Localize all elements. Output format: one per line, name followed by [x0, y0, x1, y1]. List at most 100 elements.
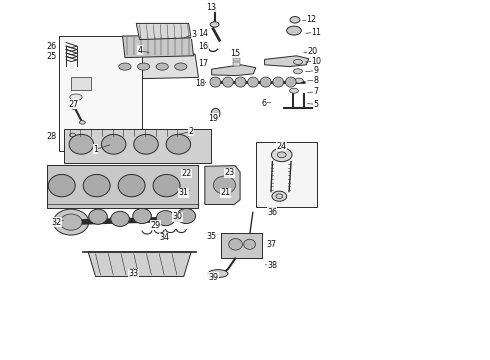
- Text: 24: 24: [277, 142, 287, 151]
- Ellipse shape: [53, 209, 89, 235]
- Text: 31: 31: [179, 188, 189, 197]
- Text: 18: 18: [195, 79, 205, 88]
- Text: 28: 28: [47, 132, 56, 141]
- Ellipse shape: [70, 94, 82, 100]
- Ellipse shape: [290, 17, 300, 23]
- Ellipse shape: [260, 77, 271, 87]
- Bar: [233, 58, 240, 61]
- Text: 15: 15: [230, 49, 240, 58]
- Ellipse shape: [271, 148, 292, 162]
- Text: 14: 14: [198, 29, 208, 38]
- Ellipse shape: [222, 77, 233, 87]
- Text: 29: 29: [151, 220, 161, 230]
- Ellipse shape: [138, 63, 150, 70]
- Bar: [233, 53, 240, 57]
- Ellipse shape: [79, 121, 85, 124]
- Ellipse shape: [111, 211, 129, 226]
- Ellipse shape: [118, 175, 145, 197]
- Ellipse shape: [229, 239, 243, 250]
- Text: 1: 1: [93, 145, 98, 154]
- Text: 30: 30: [172, 212, 182, 221]
- Text: 23: 23: [224, 168, 234, 177]
- Bar: [47, 165, 198, 208]
- Ellipse shape: [133, 208, 151, 224]
- Text: 37: 37: [267, 240, 277, 249]
- Ellipse shape: [285, 77, 296, 87]
- Ellipse shape: [70, 133, 75, 137]
- Ellipse shape: [287, 26, 301, 35]
- Text: 10: 10: [311, 57, 321, 66]
- Ellipse shape: [101, 134, 126, 154]
- Ellipse shape: [134, 134, 158, 154]
- Ellipse shape: [153, 175, 180, 197]
- Text: 22: 22: [181, 169, 191, 178]
- Text: 35: 35: [207, 233, 217, 242]
- Ellipse shape: [69, 134, 94, 154]
- Ellipse shape: [211, 108, 220, 118]
- Text: 7: 7: [314, 87, 318, 96]
- Ellipse shape: [208, 270, 228, 278]
- Text: 17: 17: [198, 59, 208, 68]
- Text: 38: 38: [267, 261, 277, 270]
- Text: 6: 6: [261, 99, 266, 108]
- Text: 13: 13: [206, 3, 216, 12]
- Ellipse shape: [276, 194, 283, 199]
- Ellipse shape: [277, 152, 286, 158]
- Polygon shape: [113, 54, 198, 79]
- Ellipse shape: [119, 63, 131, 70]
- Text: 32: 32: [51, 217, 61, 227]
- Polygon shape: [122, 35, 194, 58]
- Ellipse shape: [294, 69, 302, 74]
- Text: 4: 4: [137, 46, 142, 55]
- Bar: [233, 62, 240, 66]
- Polygon shape: [205, 166, 240, 204]
- Ellipse shape: [177, 208, 196, 224]
- Text: 27: 27: [69, 100, 78, 109]
- Text: 33: 33: [128, 269, 138, 278]
- Ellipse shape: [294, 78, 303, 83]
- Ellipse shape: [71, 105, 78, 109]
- Ellipse shape: [156, 63, 169, 70]
- Ellipse shape: [60, 214, 82, 230]
- Ellipse shape: [83, 175, 110, 197]
- Text: 3: 3: [191, 30, 196, 39]
- Polygon shape: [265, 56, 309, 67]
- Polygon shape: [136, 23, 191, 40]
- Ellipse shape: [166, 134, 191, 154]
- Text: 20: 20: [308, 47, 318, 56]
- Text: 25: 25: [47, 53, 56, 62]
- Text: 19: 19: [208, 114, 218, 123]
- Ellipse shape: [214, 176, 236, 194]
- Text: 8: 8: [314, 76, 318, 85]
- Ellipse shape: [247, 77, 258, 87]
- Ellipse shape: [175, 63, 187, 70]
- Ellipse shape: [244, 239, 255, 249]
- Bar: [221, 233, 262, 258]
- Text: 34: 34: [159, 233, 169, 242]
- Bar: [59, 36, 142, 151]
- Polygon shape: [88, 252, 191, 276]
- Ellipse shape: [272, 191, 287, 201]
- Text: 9: 9: [314, 66, 318, 75]
- Ellipse shape: [49, 175, 75, 197]
- Text: 39: 39: [208, 273, 218, 282]
- Ellipse shape: [210, 77, 221, 87]
- Text: 12: 12: [306, 15, 316, 24]
- Text: 2: 2: [189, 127, 194, 136]
- Text: 26: 26: [47, 42, 56, 51]
- Ellipse shape: [235, 77, 246, 87]
- Ellipse shape: [89, 209, 107, 224]
- Text: 16: 16: [198, 42, 208, 51]
- Text: 5: 5: [314, 100, 318, 109]
- Text: 11: 11: [311, 28, 321, 37]
- Text: 36: 36: [267, 208, 277, 217]
- Ellipse shape: [273, 77, 284, 87]
- Polygon shape: [212, 65, 256, 76]
- Bar: [71, 77, 91, 90]
- Bar: [256, 142, 317, 207]
- Text: 21: 21: [220, 188, 230, 197]
- Ellipse shape: [294, 59, 302, 64]
- Ellipse shape: [290, 88, 298, 93]
- Bar: [64, 129, 211, 163]
- Ellipse shape: [156, 211, 175, 226]
